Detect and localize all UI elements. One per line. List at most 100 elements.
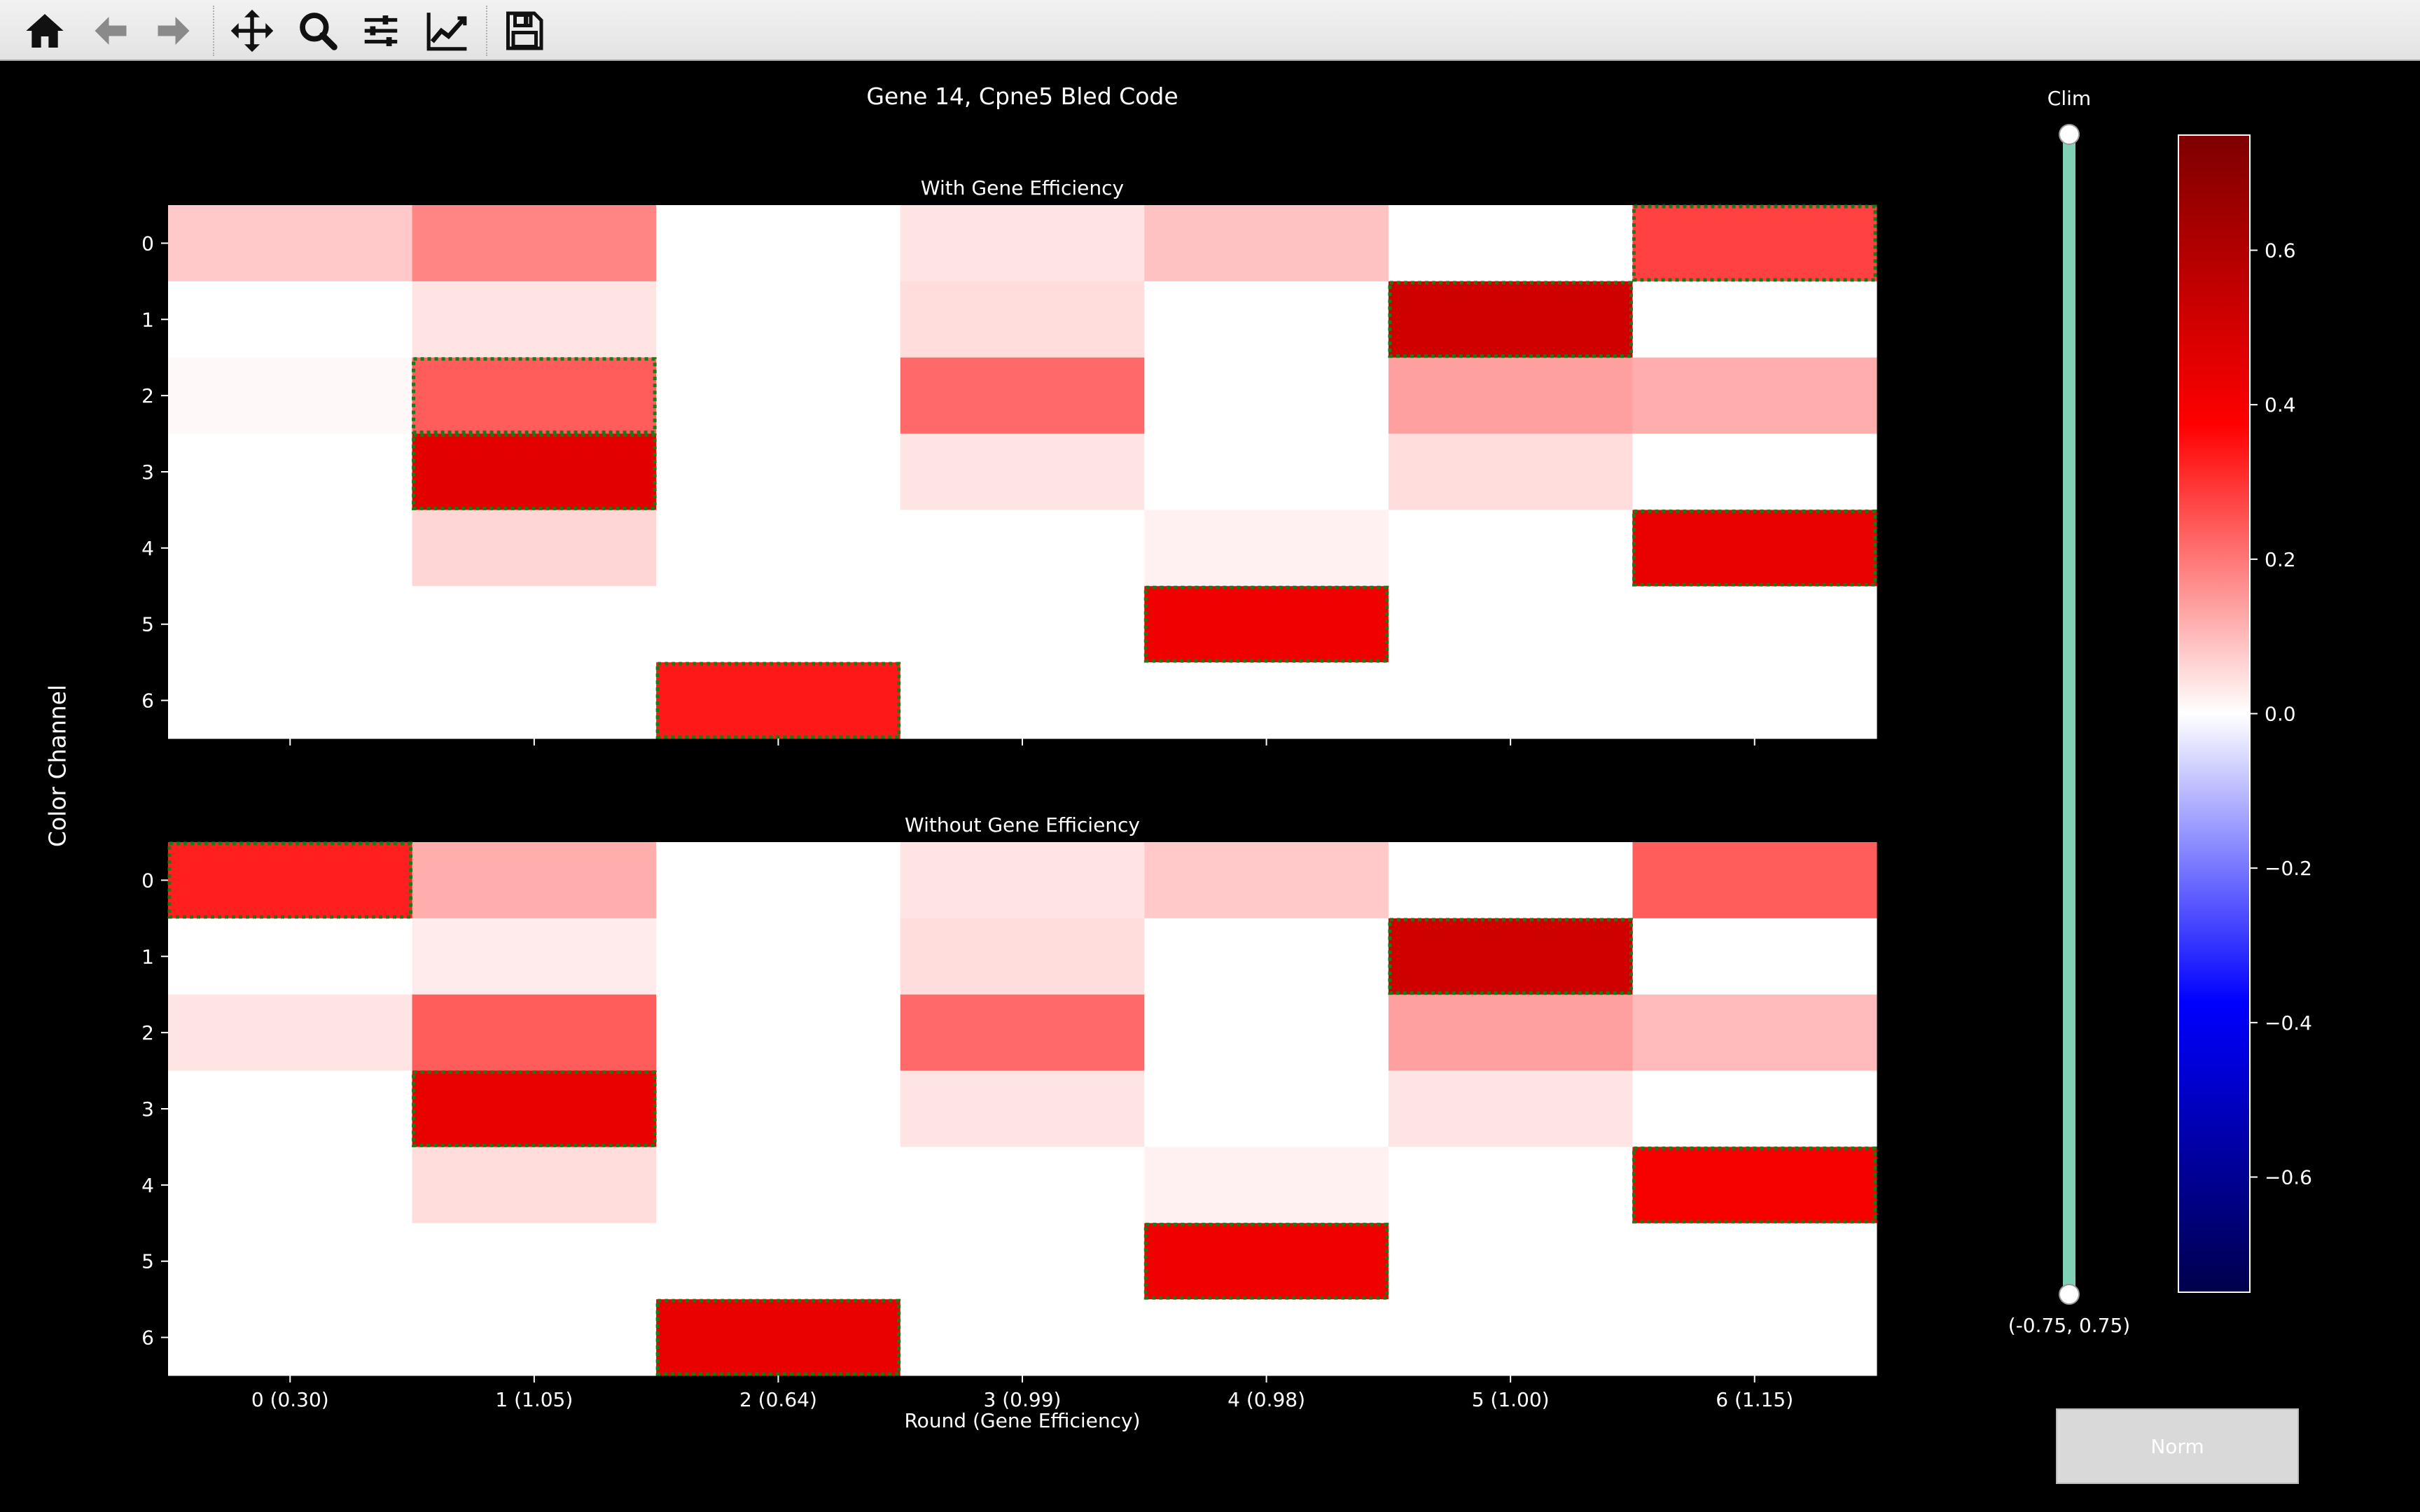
y-tick-label: 5 — [141, 1250, 154, 1273]
colorbar-tick-label: 0.4 — [2265, 393, 2296, 416]
heatmap-cell — [1632, 1299, 1877, 1376]
heatmap-title-without-efficiency: Without Gene Efficiency — [905, 813, 1140, 836]
heatmap-cell — [1144, 994, 1389, 1072]
heatmap-cell — [168, 357, 413, 435]
heatmap-cell — [656, 662, 901, 739]
heatmap-without-efficiency: 0 1 2 3 4 5 6 0 (0.30) 1 (1.05) 2 (0.64) 3 (0.99) 4… — [141, 841, 1877, 1411]
heatmap-cell — [900, 1070, 1145, 1147]
highlighted-cell-outline — [167, 841, 413, 919]
heatmap-cell — [656, 1223, 901, 1300]
x-tick-label: 0 (0.30) — [251, 1388, 329, 1411]
move-icon — [230, 9, 274, 52]
clim-slider-track[interactable] — [2063, 135, 2075, 1294]
clim-slider-min-handle[interactable] — [2059, 1284, 2080, 1305]
colorbar-axis: 0.6 0.4 0.2 0.0 −0.2 −0.4 −0.6 — [2251, 239, 2312, 1189]
heatmap-cell — [168, 918, 413, 995]
x-tick-label: 3 (0.99) — [984, 1388, 1062, 1411]
heatmap-cell — [1388, 662, 1633, 739]
home-button[interactable] — [15, 3, 74, 59]
configure-subplots-button[interactable] — [352, 3, 410, 59]
x-tick-label: 5 (1.00) — [1472, 1388, 1550, 1411]
arrow-right-icon — [158, 17, 190, 45]
clim-slider-max-handle[interactable] — [2059, 124, 2080, 145]
clim-label: Clim — [2047, 87, 2092, 110]
heatmap-cell — [168, 662, 413, 739]
heatmap-cell — [1388, 281, 1633, 358]
sliders-icon — [364, 15, 398, 46]
highlighted-cell-outline — [1632, 204, 1877, 282]
heatmap-cell — [168, 994, 413, 1072]
heatmap-with-efficiency: 0 1 2 3 4 5 6 — [141, 204, 1877, 746]
heatmap-cell — [1388, 1147, 1633, 1224]
forward-button[interactable] — [144, 3, 203, 59]
heatmap-cell — [656, 1070, 901, 1147]
edit-axis-button[interactable] — [417, 3, 476, 59]
heatmap-cell — [412, 205, 657, 282]
heatmap-cell — [1144, 662, 1389, 739]
heatmap-cell — [656, 994, 901, 1072]
heatmap-cell — [412, 842, 657, 919]
heatmap-cell — [1632, 842, 1877, 919]
highlighted-cell-outline — [1632, 509, 1877, 587]
heatmap-cell — [1144, 1223, 1389, 1300]
y-tick-label: 4 — [141, 1174, 154, 1197]
heatmap-cell — [1632, 281, 1877, 358]
pan-button[interactable] — [223, 3, 281, 59]
heatmap-cell — [1144, 433, 1389, 510]
heatmap-cell — [1388, 1223, 1633, 1300]
heatmap-cell — [1388, 994, 1633, 1072]
norm-button[interactable]: Norm — [2056, 1408, 2299, 1484]
y-tick-label: 2 — [141, 384, 154, 407]
heatmap-cell — [1144, 357, 1389, 435]
heatmap-cell — [656, 1299, 901, 1376]
heatmap-cell — [900, 357, 1145, 435]
heatmap-cell — [900, 1223, 1145, 1300]
heatmap-cell — [656, 1147, 901, 1224]
highlighted-cell-outline — [1143, 585, 1389, 663]
heatmap-cell — [1144, 1299, 1389, 1376]
x-tick-label: 4 (0.98) — [1228, 1388, 1305, 1411]
heatmap-title-with-efficiency: With Gene Efficiency — [920, 176, 1125, 200]
heatmap-cell — [1388, 433, 1633, 510]
heatmap-cell — [1144, 918, 1389, 995]
heatmap-cell — [1144, 842, 1389, 919]
colorbar-tick-label: 0.6 — [2265, 239, 2296, 262]
y-tick-label: 2 — [141, 1021, 154, 1044]
clim-value: (-0.75, 0.75) — [2008, 1314, 2131, 1337]
heatmap-cell — [656, 433, 901, 510]
save-button[interactable] — [494, 3, 553, 59]
colorbar-tick-label: −0.2 — [2265, 857, 2312, 880]
heatmap-cell — [656, 918, 901, 995]
highlighted-cell-outline — [655, 662, 901, 739]
heatmap-cell — [1632, 918, 1877, 995]
y-tick-label: 4 — [141, 537, 154, 560]
heatmap-cell — [900, 842, 1145, 919]
highlighted-cell-outline — [655, 1298, 901, 1376]
x-tick-label: 2 (0.64) — [739, 1388, 817, 1411]
heatmap-cell — [168, 433, 413, 510]
highlighted-cell-outline — [412, 357, 657, 435]
heatmap-cell — [1388, 1299, 1633, 1376]
back-button[interactable] — [81, 3, 140, 59]
zoom-button[interactable] — [288, 3, 347, 59]
y-tick-label: 0 — [141, 232, 154, 255]
heatmap-cell — [1144, 1147, 1389, 1224]
highlighted-cell-outline — [1143, 1222, 1389, 1300]
home-icon — [26, 14, 64, 48]
heatmap-cell — [1632, 662, 1877, 739]
heatmap-cell — [412, 1070, 657, 1147]
colorbar-tick-label: −0.6 — [2265, 1166, 2312, 1189]
colorbar-tick-label: 0.0 — [2265, 703, 2296, 726]
magnifier-icon — [300, 13, 338, 50]
heatmap-cell — [900, 586, 1145, 663]
heatmap-cell — [168, 586, 413, 663]
heatmap-cell — [412, 357, 657, 435]
y-tick-label: 6 — [141, 690, 154, 713]
heatmap-cell — [168, 1070, 413, 1147]
heatmap-cell — [656, 357, 901, 435]
y-tick-label: 1 — [141, 945, 154, 968]
toolbar-separator — [486, 6, 487, 56]
figure-title: Gene 14, Cpne5 Bled Code — [866, 83, 1178, 110]
y-tick-label: 1 — [141, 308, 154, 331]
heatmap-cell — [656, 281, 901, 358]
